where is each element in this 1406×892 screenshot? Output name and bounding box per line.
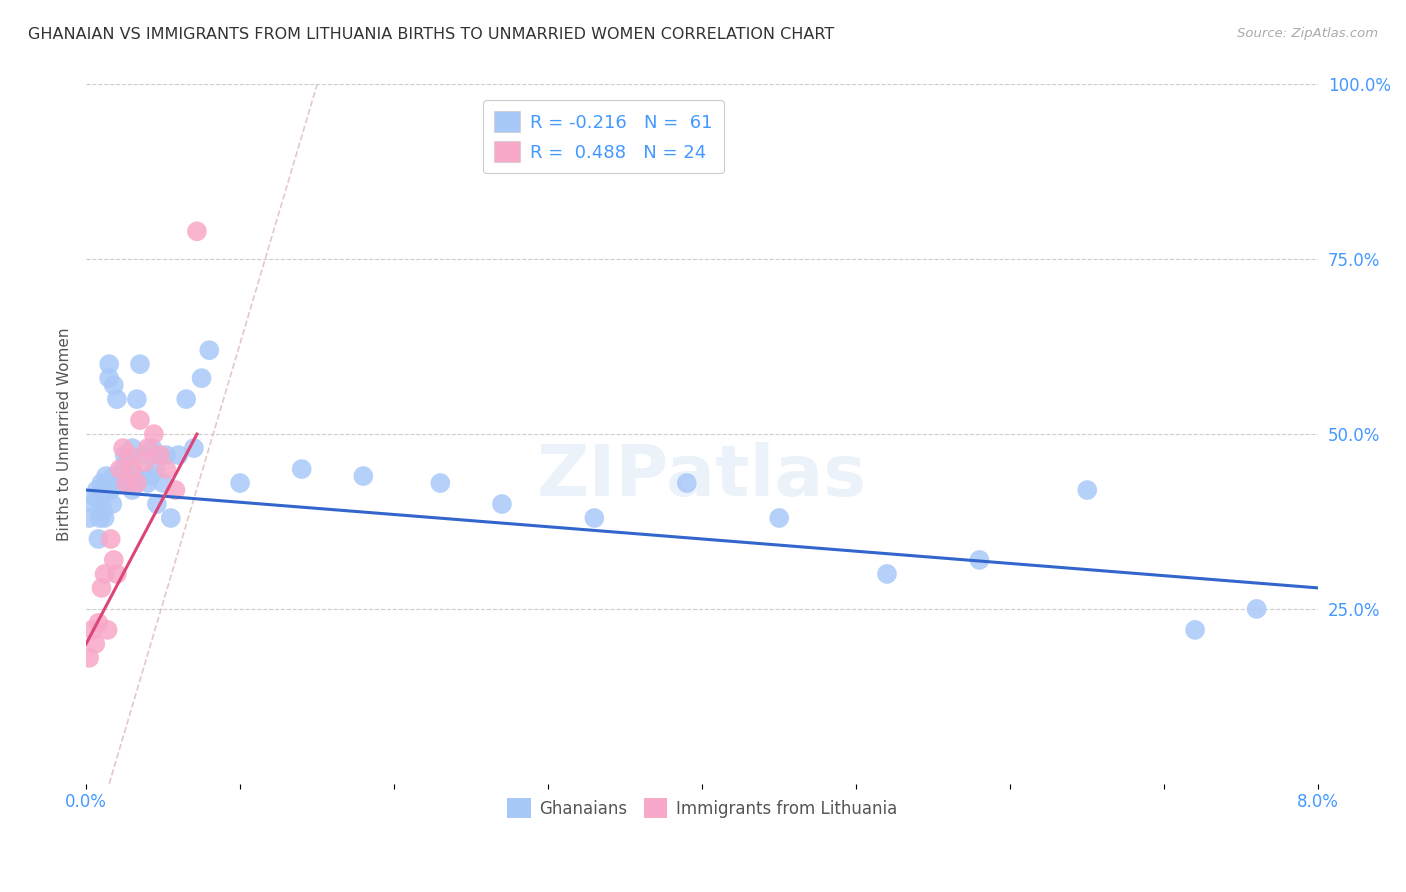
Point	[139, 469, 162, 483]
Point	[114, 448, 136, 462]
Point	[183, 441, 205, 455]
Point	[174, 392, 197, 406]
Point	[77, 511, 100, 525]
Point	[121, 462, 143, 476]
Point	[89, 511, 111, 525]
Point	[124, 469, 146, 483]
Point	[146, 497, 169, 511]
Text: Source: ZipAtlas.com: Source: ZipAtlas.com	[1237, 27, 1378, 40]
Point	[118, 448, 141, 462]
Point	[186, 224, 208, 238]
Point	[149, 448, 172, 462]
Point	[165, 483, 187, 497]
Point	[136, 441, 159, 455]
Point	[141, 441, 163, 455]
Point	[491, 497, 513, 511]
Point	[675, 476, 697, 491]
Point	[98, 371, 121, 385]
Point	[94, 469, 117, 483]
Point	[103, 553, 125, 567]
Point	[100, 483, 122, 497]
Point	[87, 532, 110, 546]
Point	[1076, 483, 1098, 497]
Point	[112, 441, 135, 455]
Point	[105, 392, 128, 406]
Point	[97, 623, 120, 637]
Point	[129, 413, 152, 427]
Point	[104, 476, 127, 491]
Legend: Ghanaians, Immigrants from Lithuania: Ghanaians, Immigrants from Lithuania	[501, 792, 904, 824]
Point	[1184, 623, 1206, 637]
Point	[105, 566, 128, 581]
Point	[198, 343, 221, 358]
Point	[768, 511, 790, 525]
Point	[91, 504, 114, 518]
Point	[145, 462, 167, 476]
Point	[155, 448, 177, 462]
Point	[97, 476, 120, 491]
Point	[86, 483, 108, 497]
Point	[84, 490, 107, 504]
Point	[125, 392, 148, 406]
Point	[142, 427, 165, 442]
Point	[159, 511, 181, 525]
Point	[90, 497, 112, 511]
Point	[583, 511, 606, 525]
Point	[134, 448, 156, 462]
Point	[93, 566, 115, 581]
Point	[83, 497, 105, 511]
Point	[876, 566, 898, 581]
Point	[134, 455, 156, 469]
Point	[117, 455, 139, 469]
Point	[121, 441, 143, 455]
Point	[103, 469, 125, 483]
Point	[118, 476, 141, 491]
Text: ZIPatlas: ZIPatlas	[537, 442, 868, 510]
Point	[77, 651, 100, 665]
Point	[103, 378, 125, 392]
Point	[129, 357, 152, 371]
Point	[291, 462, 314, 476]
Point	[149, 448, 172, 462]
Point	[98, 357, 121, 371]
Point	[155, 462, 177, 476]
Point	[93, 483, 115, 497]
Point	[969, 553, 991, 567]
Point	[90, 476, 112, 491]
Point	[100, 532, 122, 546]
Point	[125, 476, 148, 491]
Point	[101, 497, 124, 511]
Point	[190, 371, 212, 385]
Point	[429, 476, 451, 491]
Point	[152, 476, 174, 491]
Point	[1246, 602, 1268, 616]
Point	[112, 462, 135, 476]
Point	[108, 469, 131, 483]
Point	[87, 615, 110, 630]
Point	[108, 462, 131, 476]
Point	[84, 637, 107, 651]
Point	[110, 476, 132, 491]
Point	[136, 476, 159, 491]
Text: GHANAIAN VS IMMIGRANTS FROM LITHUANIA BIRTHS TO UNMARRIED WOMEN CORRELATION CHAR: GHANAIAN VS IMMIGRANTS FROM LITHUANIA BI…	[28, 27, 834, 42]
Point	[82, 623, 104, 637]
Y-axis label: Births to Unmarried Women: Births to Unmarried Women	[58, 327, 72, 541]
Point	[115, 469, 138, 483]
Point	[121, 483, 143, 497]
Point	[90, 581, 112, 595]
Point	[229, 476, 252, 491]
Point	[167, 448, 190, 462]
Point	[93, 511, 115, 525]
Point	[352, 469, 374, 483]
Point	[115, 476, 138, 491]
